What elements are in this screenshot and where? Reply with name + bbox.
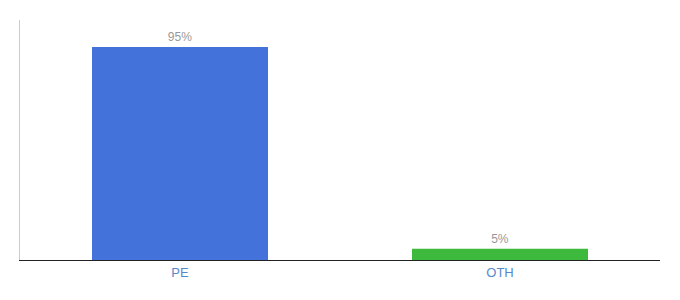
- svg-text:PE: PE: [171, 265, 189, 280]
- svg-text:OTH: OTH: [486, 265, 513, 280]
- svg-text:95%: 95%: [168, 30, 192, 44]
- svg-text:5%: 5%: [491, 232, 509, 246]
